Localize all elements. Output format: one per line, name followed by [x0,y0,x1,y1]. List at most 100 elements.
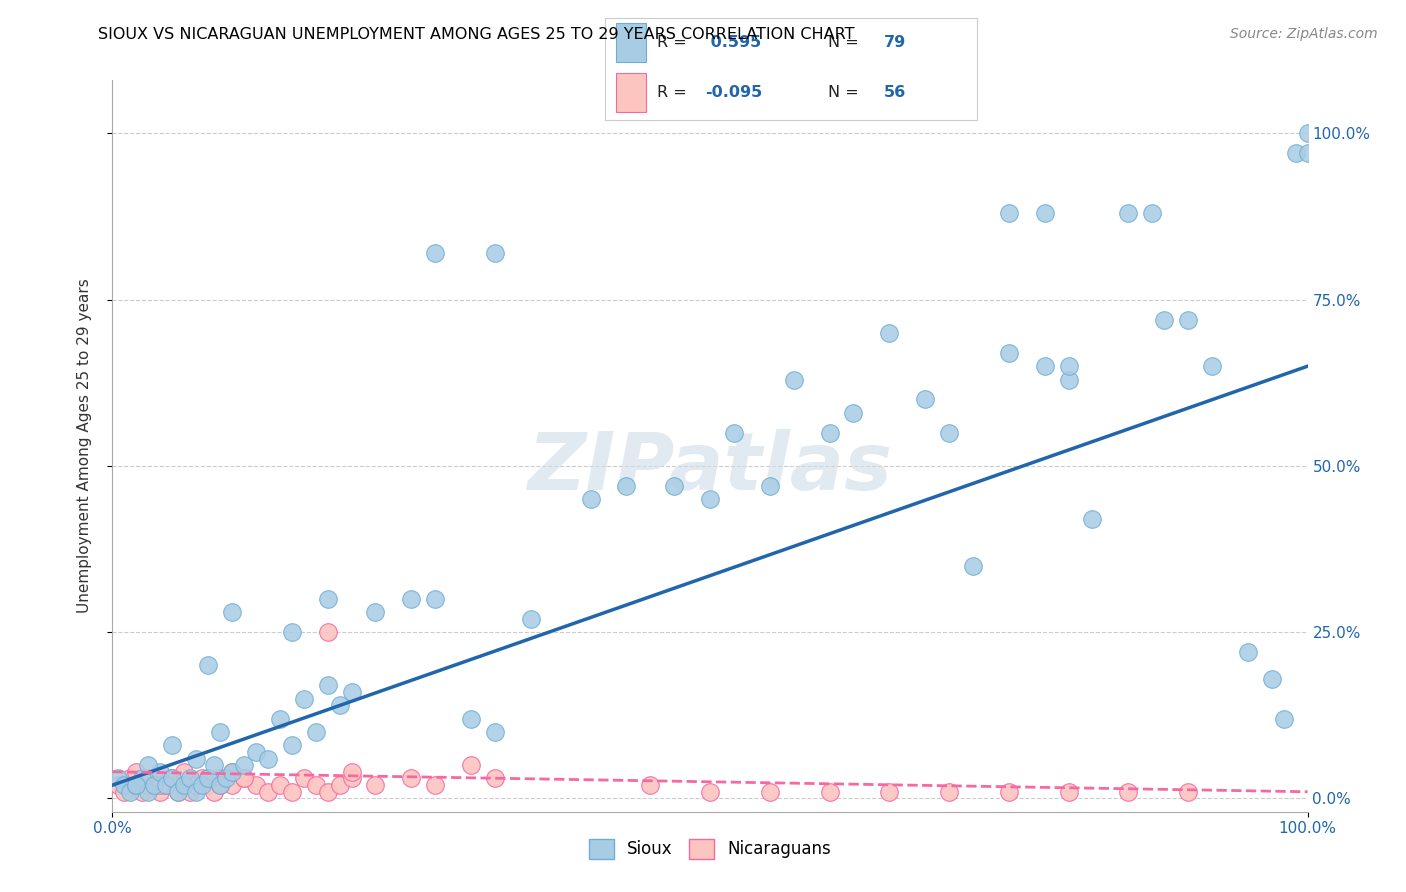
Point [1118,785,1140,799]
Point [202,785,225,799]
Point [179,772,201,786]
Point [998,206,1021,220]
Point [149,785,172,799]
Point [1296,127,1319,141]
Point [143,772,166,786]
Point [1142,206,1164,220]
Point [191,772,214,786]
Point [186,778,208,792]
Point [143,778,166,792]
Point [191,778,214,792]
Text: 56: 56 [884,86,907,100]
Point [125,778,148,792]
Point [125,764,148,779]
Point [1081,512,1104,526]
Point [257,751,280,765]
Point [221,764,243,779]
Point [484,246,506,260]
Point [1057,359,1080,374]
FancyBboxPatch shape [616,73,645,112]
Point [173,764,195,779]
Point [233,772,256,786]
Point [1296,146,1319,161]
Point [723,425,745,440]
Point [1201,359,1223,374]
Point [269,778,291,792]
Point [340,772,363,786]
Text: -0.095: -0.095 [706,86,762,100]
Point [131,785,153,799]
Point [162,772,183,786]
Point [316,625,339,640]
Point [107,772,129,786]
Text: N =: N = [828,35,865,50]
Point [281,625,304,640]
Text: R =: R = [657,86,692,100]
Y-axis label: Unemployment Among Ages 25 to 29 years: Unemployment Among Ages 25 to 29 years [77,278,91,614]
Point [938,785,960,799]
Point [138,785,160,799]
Point [131,772,153,786]
Point [962,558,984,573]
Point [1057,372,1080,386]
Point [281,738,304,752]
Point [998,785,1021,799]
Point [179,785,201,799]
Point [269,712,291,726]
Text: N =: N = [828,86,865,100]
Point [998,346,1021,360]
Point [107,778,129,792]
Point [1237,645,1260,659]
Point [1272,712,1295,726]
Point [202,758,225,772]
Point [292,772,315,786]
Point [1153,312,1175,326]
Point [138,778,160,792]
Point [167,785,190,799]
Point [664,479,686,493]
Point [197,772,219,786]
Point [138,758,160,772]
Point [818,425,841,440]
Point [616,479,638,493]
Text: Source: ZipAtlas.com: Source: ZipAtlas.com [1230,27,1378,41]
Point [173,778,195,792]
Point [425,778,447,792]
Point [640,778,662,792]
Point [114,778,135,792]
Point [818,785,841,799]
Point [782,372,804,386]
Point [1057,785,1080,799]
Text: ZIPatlas: ZIPatlas [527,429,893,507]
Point [167,785,190,799]
Point [364,778,387,792]
Point [186,778,208,792]
Point [155,778,177,792]
Point [364,605,387,619]
Point [221,605,243,619]
Point [460,758,482,772]
Point [221,778,243,792]
Point [879,785,901,799]
Point [305,725,328,739]
Point [340,685,363,699]
Point [484,772,506,786]
Point [197,772,219,786]
Point [215,772,238,786]
Text: R =: R = [657,35,692,50]
Text: 79: 79 [884,35,907,50]
Point [879,326,901,340]
Point [120,785,142,799]
Point [162,772,183,786]
Point [316,785,339,799]
Point [759,785,782,799]
Point [155,778,177,792]
Point [173,778,195,792]
Point [1177,312,1199,326]
Point [759,479,782,493]
Point [699,785,721,799]
Point [149,764,172,779]
FancyBboxPatch shape [616,23,645,62]
Point [221,764,243,779]
Point [1118,206,1140,220]
